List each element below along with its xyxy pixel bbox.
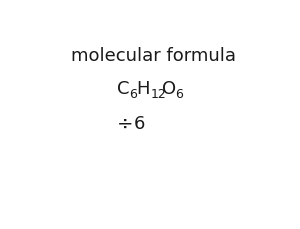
Text: H: H [136,80,150,98]
Text: molecular formula: molecular formula [71,47,236,65]
Text: ÷: ÷ [117,114,133,133]
Text: 6: 6 [175,88,182,101]
Text: 6: 6 [134,115,146,133]
Text: 6: 6 [129,88,137,101]
Text: 12: 12 [150,88,166,101]
Text: O: O [162,80,176,98]
Text: C: C [117,80,129,98]
